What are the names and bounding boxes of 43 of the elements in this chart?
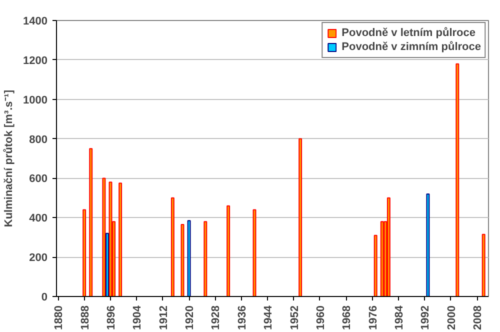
bar bbox=[456, 63, 460, 296]
bar bbox=[386, 197, 390, 296]
bar bbox=[170, 197, 174, 296]
y-tick-label: 1200 bbox=[23, 54, 48, 67]
y-tick-label: 1400 bbox=[23, 16, 48, 28]
x-tick-label: 1896 bbox=[106, 305, 118, 330]
x-tick-label: 2008 bbox=[472, 305, 484, 330]
x-tick-label: 1944 bbox=[262, 304, 275, 330]
x-tick-label: 1920 bbox=[184, 305, 196, 330]
x-tick-label: 1904 bbox=[132, 304, 144, 330]
legend-label: Povodně v zimním půlroce bbox=[342, 41, 481, 53]
x-tick-label: 1936 bbox=[236, 305, 248, 330]
bar bbox=[187, 220, 191, 296]
y-tick-label: 800 bbox=[29, 134, 48, 146]
x-tick-label: 1960 bbox=[314, 305, 327, 330]
bar bbox=[118, 182, 122, 296]
x-tick-label: 1888 bbox=[79, 305, 92, 330]
y-tick-label: 200 bbox=[29, 252, 48, 264]
x-tick-label: 1984 bbox=[394, 304, 406, 330]
x-tick-label: 1912 bbox=[158, 305, 170, 330]
bar bbox=[204, 221, 208, 296]
y-tick-label: 400 bbox=[29, 212, 48, 225]
x-tick-label: 1992 bbox=[420, 305, 432, 330]
legend-label: Povodně v letním půlroce bbox=[342, 27, 476, 39]
bar bbox=[102, 178, 106, 296]
y-tick-label: 600 bbox=[29, 173, 48, 186]
x-tick-label: 1952 bbox=[288, 305, 301, 330]
bar bbox=[106, 232, 109, 296]
bar bbox=[426, 193, 430, 296]
x-tick-label: 1968 bbox=[341, 305, 354, 330]
bar bbox=[298, 138, 302, 296]
y-axis-title: Kulminační průtok [m³.s⁻¹] bbox=[3, 90, 16, 228]
y-tick-label: 1000 bbox=[23, 94, 48, 106]
bar bbox=[82, 209, 86, 296]
x-tick-label: 1928 bbox=[210, 305, 222, 330]
x-tick-label: 1880 bbox=[53, 305, 66, 330]
bar bbox=[482, 234, 486, 296]
bar bbox=[374, 234, 378, 296]
x-tick-label: 1976 bbox=[367, 305, 380, 330]
y-tick-label: 0 bbox=[41, 292, 48, 304]
x-tick-label: 2000 bbox=[446, 305, 458, 330]
bar bbox=[89, 148, 93, 296]
bar bbox=[226, 205, 230, 296]
